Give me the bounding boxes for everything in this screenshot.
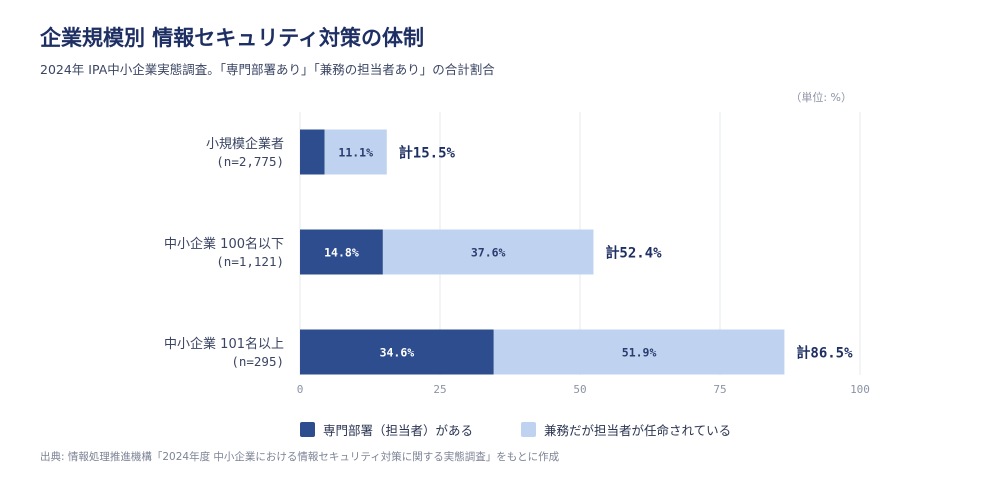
chart-title: 企業規模別 情報セキュリティ対策の体制 [40,26,425,50]
legend-swatch-dedicated [300,422,315,437]
bar-concurrent [324,129,387,175]
bar-dedicated [300,329,494,375]
stacked-bar-chart: 0 25 50 75 100 11.1% 計15.5% 小規模企業者 (n=2,775) 14.8… [164,112,870,396]
data-label: 37.6% [471,246,506,260]
x-tick-label: 100 [850,383,870,396]
x-tick-label: 75 [713,383,726,396]
category-sample-label: (n=1,121) [216,254,284,269]
legend-swatch-concurrent [521,422,537,437]
legend-item-concurrent: 兼務だが担当者が任命されている [521,420,731,439]
legend: 専門部署（担当者）がある 兼務だが担当者が任命されている [300,420,779,439]
bar-dedicated [300,129,325,175]
legend-item-dedicated: 専門部署（担当者）がある [300,420,473,439]
data-label: 14.8% [324,246,359,260]
source-note: 出典: 情報処理推進機構「2024年度 中小企業における情報セキュリティ対策に関… [40,451,560,463]
total-label: 計15.5% [399,145,456,162]
category-label: 小規模企業者 [206,136,284,152]
data-label: 34.6% [380,346,415,360]
unit-label: （単位: %） [790,91,852,104]
x-tick-label: 50 [573,383,586,396]
category-label: 中小企業 100名以下 [164,236,284,252]
bar-concurrent [382,229,594,275]
category-sample-label: (n=2,775) [216,154,284,169]
total-label: 計52.4% [605,245,662,262]
bar-concurrent [493,329,785,375]
legend-label-concurrent: 兼務だが担当者が任命されている [544,423,732,438]
category-sample-label: (n=295) [231,354,284,369]
x-tick-label: 25 [433,383,446,396]
legend-label-dedicated: 専門部署（担当者）がある [323,423,474,438]
bar-dedicated [300,229,383,275]
chart-subtitle: 2024年 IPA中小企業実態調査。「専門部署あり」「兼務の担当者あり」の合計割… [40,62,495,77]
total-label: 計86.5% [796,345,853,362]
category-label: 中小企業 101名以上 [164,336,284,352]
data-label: 11.1% [338,146,373,160]
x-tick-label: 0 [297,383,304,396]
data-label: 51.9% [622,346,657,360]
